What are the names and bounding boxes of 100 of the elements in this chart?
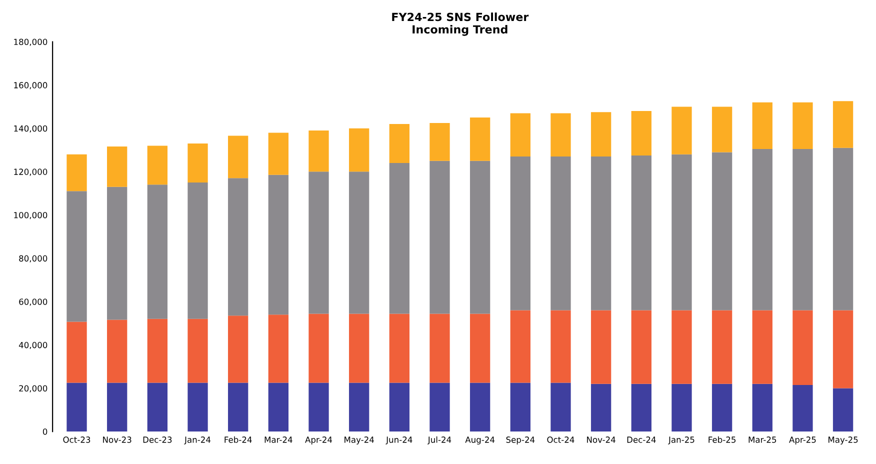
bar xyxy=(389,382,410,432)
y-tick-label: 20,000 xyxy=(19,385,48,392)
y-tick-label: 0 xyxy=(42,428,48,435)
bar xyxy=(147,184,168,319)
bar xyxy=(66,191,87,322)
bar xyxy=(631,155,652,310)
x-tick-label: Oct-23 xyxy=(63,436,90,443)
x-tick-label: Oct-24 xyxy=(547,436,574,443)
bar xyxy=(348,172,370,314)
x-tick-label: Feb-25 xyxy=(708,436,736,443)
x-tick-label: Jun-24 xyxy=(386,436,412,444)
bar xyxy=(389,163,410,314)
bar xyxy=(631,111,652,156)
bar xyxy=(430,122,450,161)
bar xyxy=(752,310,772,384)
bar xyxy=(792,384,813,432)
bar xyxy=(268,132,288,175)
bar xyxy=(832,101,854,148)
x-tick-label: Mar-25 xyxy=(748,436,776,443)
bar xyxy=(672,106,692,154)
bar xyxy=(550,113,571,157)
bar xyxy=(631,384,652,432)
x-tick-label: Jan-25 xyxy=(668,436,694,444)
bar xyxy=(672,384,692,432)
bar xyxy=(228,136,248,178)
bar xyxy=(470,382,490,432)
x-tick-label: Sep-24 xyxy=(506,436,535,444)
bar xyxy=(631,310,652,384)
y-tick-label: 40,000 xyxy=(18,342,48,350)
bar xyxy=(510,382,530,432)
bar xyxy=(550,382,571,432)
bar xyxy=(188,144,208,183)
x-tick-label: Apr-25 xyxy=(789,436,816,444)
bar xyxy=(510,310,530,383)
bar xyxy=(712,152,732,310)
bar xyxy=(308,382,329,432)
y-tick-label: 80,000 xyxy=(19,255,48,262)
bar xyxy=(752,148,772,310)
bar xyxy=(188,318,208,383)
bar xyxy=(712,106,732,152)
x-tick-label: Apr-24 xyxy=(305,436,332,444)
bar xyxy=(672,310,692,384)
bar xyxy=(188,182,208,319)
bar xyxy=(268,314,288,383)
bar xyxy=(470,314,490,383)
bar xyxy=(308,172,329,314)
x-tick-label: Dec-24 xyxy=(627,436,656,443)
bar xyxy=(66,382,87,432)
bar xyxy=(430,314,450,383)
bar xyxy=(308,130,329,172)
bar xyxy=(470,118,490,161)
y-tick-label: 180,000 xyxy=(14,38,48,46)
y-tick-label: 160,000 xyxy=(14,82,48,90)
bar xyxy=(228,178,248,316)
bar xyxy=(268,382,288,432)
bar xyxy=(792,148,813,310)
bar xyxy=(590,384,612,432)
bar xyxy=(550,156,571,310)
bar xyxy=(228,382,248,432)
x-tick-label: Dec-23 xyxy=(143,436,172,443)
bar xyxy=(147,146,168,185)
y-tick-label: 140,000 xyxy=(14,125,48,133)
bar xyxy=(147,318,168,383)
x-tick-label: Aug-24 xyxy=(465,436,495,444)
chart-title: FY24-25 SNS Follower Incoming Trend xyxy=(392,12,529,36)
bar xyxy=(832,148,854,310)
bar xyxy=(348,128,370,172)
y-tick-label: 100,000 xyxy=(14,212,48,220)
x-tick-label: Jan-24 xyxy=(184,436,211,444)
bar xyxy=(832,388,854,432)
bar xyxy=(66,154,87,192)
x-tick-label: Mar-24 xyxy=(264,436,292,443)
x-tick-label: Nov-24 xyxy=(587,436,616,443)
y-tick-label: 120,000 xyxy=(14,168,48,176)
bar xyxy=(672,154,692,310)
bar xyxy=(430,160,450,314)
bar xyxy=(228,316,248,383)
bar xyxy=(470,160,490,314)
bar xyxy=(550,310,571,383)
bar xyxy=(107,382,128,432)
bar xyxy=(107,186,128,320)
bar xyxy=(792,310,813,385)
bar xyxy=(107,146,128,187)
x-tick-label: Nov-23 xyxy=(103,436,132,443)
bar xyxy=(712,384,732,432)
bar xyxy=(590,112,612,157)
bar xyxy=(348,382,370,432)
bar xyxy=(308,314,329,383)
x-tick-label: Jul-24 xyxy=(427,436,452,444)
x-tick-label: May-25 xyxy=(828,436,858,444)
bar xyxy=(510,113,530,157)
bar xyxy=(107,320,128,383)
bar xyxy=(348,314,370,383)
bar xyxy=(752,102,772,149)
bar xyxy=(752,384,772,432)
bar xyxy=(147,382,168,432)
bar xyxy=(430,382,450,432)
bar xyxy=(268,174,288,315)
bar xyxy=(590,310,612,384)
bar xyxy=(188,382,208,432)
